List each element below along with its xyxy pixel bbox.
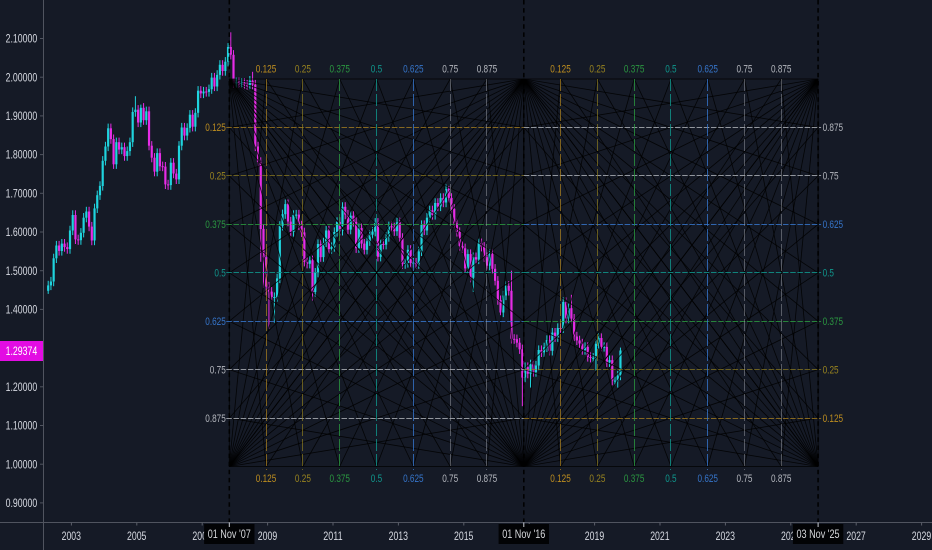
svg-text:0.25: 0.25: [589, 473, 605, 485]
svg-text:2003: 2003: [62, 531, 81, 543]
svg-text:0.375: 0.375: [624, 473, 645, 485]
svg-text:1.10000: 1.10000: [6, 421, 38, 433]
svg-text:2013: 2013: [389, 531, 408, 543]
svg-text:1.70000: 1.70000: [6, 188, 38, 200]
svg-text:0.5: 0.5: [823, 267, 834, 279]
svg-text:03 Nov '25: 03 Nov '25: [797, 527, 840, 541]
svg-text:0.5: 0.5: [371, 473, 382, 485]
svg-text:0.75: 0.75: [737, 64, 753, 76]
svg-text:1.00000: 1.00000: [6, 459, 38, 471]
svg-text:0.75: 0.75: [442, 473, 458, 485]
svg-text:1.90000: 1.90000: [6, 111, 38, 123]
svg-text:0.375: 0.375: [330, 473, 351, 485]
svg-text:0.375: 0.375: [823, 316, 844, 328]
svg-text:0.25: 0.25: [210, 171, 226, 183]
svg-text:0.25: 0.25: [295, 64, 311, 76]
svg-text:0.625: 0.625: [205, 316, 226, 328]
svg-text:01 Nov '07: 01 Nov '07: [208, 527, 251, 541]
svg-text:1.29374: 1.29374: [6, 346, 38, 358]
svg-text:2029: 2029: [912, 531, 931, 543]
svg-text:0.90000: 0.90000: [6, 498, 38, 510]
svg-text:1.50000: 1.50000: [6, 266, 38, 278]
svg-text:0.5: 0.5: [371, 64, 382, 76]
svg-text:0.25: 0.25: [823, 364, 839, 376]
svg-text:0.875: 0.875: [771, 473, 792, 485]
svg-text:2019: 2019: [585, 531, 604, 543]
svg-text:0.875: 0.875: [477, 64, 498, 76]
svg-text:0.625: 0.625: [698, 473, 719, 485]
svg-text:0.75: 0.75: [442, 64, 458, 76]
svg-text:0.625: 0.625: [698, 64, 719, 76]
svg-text:1.60000: 1.60000: [6, 227, 38, 239]
svg-text:0.125: 0.125: [256, 473, 276, 485]
svg-text:0.125: 0.125: [205, 122, 226, 134]
svg-text:0.5: 0.5: [665, 473, 676, 485]
svg-text:0.125: 0.125: [550, 473, 571, 485]
svg-text:0.375: 0.375: [330, 64, 351, 76]
svg-text:0.5: 0.5: [214, 267, 225, 279]
svg-text:1.40000: 1.40000: [6, 305, 38, 317]
svg-text:0.125: 0.125: [823, 413, 844, 425]
svg-text:0.375: 0.375: [624, 64, 645, 76]
svg-text:0.875: 0.875: [205, 413, 226, 425]
svg-text:2015: 2015: [454, 531, 473, 543]
svg-text:2005: 2005: [127, 531, 146, 543]
svg-text:0.5: 0.5: [665, 64, 676, 76]
svg-text:0.875: 0.875: [823, 122, 844, 134]
svg-text:0.125: 0.125: [256, 64, 276, 76]
svg-text:2.00000: 2.00000: [6, 72, 38, 84]
svg-text:2011: 2011: [323, 531, 342, 543]
svg-text:0.25: 0.25: [295, 473, 311, 485]
svg-text:2023: 2023: [716, 531, 735, 543]
svg-text:0.75: 0.75: [737, 473, 753, 485]
svg-text:0.25: 0.25: [589, 64, 605, 76]
svg-text:0.625: 0.625: [403, 64, 424, 76]
svg-text:1.20000: 1.20000: [6, 382, 38, 394]
svg-text:01 Nov '16: 01 Nov '16: [502, 527, 545, 541]
svg-text:0.625: 0.625: [403, 473, 424, 485]
svg-text:0.375: 0.375: [205, 219, 226, 231]
svg-text:2021: 2021: [650, 531, 669, 543]
svg-text:0.875: 0.875: [477, 473, 498, 485]
svg-text:0.625: 0.625: [823, 219, 844, 231]
svg-text:2.10000: 2.10000: [6, 34, 38, 46]
svg-text:0.125: 0.125: [550, 64, 571, 76]
svg-text:2009: 2009: [258, 531, 277, 543]
svg-text:0.75: 0.75: [210, 364, 226, 376]
svg-text:0.875: 0.875: [771, 64, 792, 76]
svg-text:2027: 2027: [846, 531, 865, 543]
svg-text:1.80000: 1.80000: [6, 150, 38, 162]
svg-text:0.75: 0.75: [823, 171, 839, 183]
